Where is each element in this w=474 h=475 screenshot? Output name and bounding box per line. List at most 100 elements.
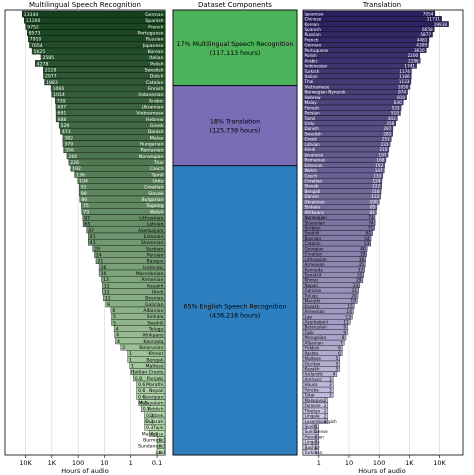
left-category-label: Greek <box>150 123 164 129</box>
left-value-label: 4 <box>116 326 119 332</box>
right-category-label: Urdu <box>305 121 315 126</box>
right-x-axis-label: Hours of audio <box>358 467 405 475</box>
right-value-label: 15 <box>347 304 353 309</box>
right-value-label: 2 <box>324 414 327 419</box>
right-category-label: Polish <box>305 53 317 58</box>
right-value-label: 152 <box>375 163 383 168</box>
right-category-label: Afrikaans <box>305 210 324 215</box>
left-bars: German13344Spanish11100French9752Portugu… <box>22 10 166 456</box>
left-category-label: Macedonian <box>136 271 164 277</box>
left-value-label: 16 <box>101 271 107 277</box>
right-value-label: 6 <box>338 351 341 356</box>
left-category-label: Japanese <box>142 43 164 49</box>
left-category-label: Tajik <box>152 425 163 431</box>
right-category-label: Indonesian <box>305 64 328 69</box>
right-bar <box>302 146 390 153</box>
left-category-label: Hebrew <box>146 117 164 123</box>
right-bar <box>302 52 420 59</box>
left-category-label: Bulgarian <box>142 197 164 203</box>
right-value-label: 13 <box>346 314 352 319</box>
left-value-label: 7910 <box>30 37 42 43</box>
left-category-label: Catalan <box>146 80 164 86</box>
right-category-label: Latvian <box>305 142 321 147</box>
right-category-label: Lithuanian <box>305 257 327 262</box>
right-value-label: 29 <box>356 278 362 283</box>
left-category-label: Slovak <box>148 191 164 197</box>
right-tick-label: 10K <box>433 459 446 467</box>
right-category-label: Lao <box>305 314 313 319</box>
right-value-label: 287 <box>383 126 391 131</box>
left-value-label: 11 <box>105 296 111 302</box>
right-value-label: 3 <box>329 382 332 387</box>
right-category-label: Thai <box>304 79 314 84</box>
left-value-label: 739 <box>57 98 66 104</box>
left-category-label: Welsh <box>150 209 164 215</box>
left-value-label: 47 <box>88 228 94 234</box>
left-value-label: 1 <box>129 357 132 363</box>
right-value-label: 1 <box>315 429 318 434</box>
left-bar <box>35 60 166 67</box>
left-value-label: 0.8 <box>135 376 142 382</box>
right-category-label: Arabic <box>305 58 319 63</box>
left-category-label: Telugu <box>148 326 164 332</box>
right-category-label: Norwegian Nynorsk <box>305 90 347 95</box>
right-category-label: Korean <box>305 22 320 27</box>
right-category-label: Catalan <box>305 241 321 246</box>
left-value-label: 2585 <box>42 55 54 61</box>
right-value-label: 630 <box>394 100 402 105</box>
right-value-label: 39 <box>360 252 366 257</box>
left-value-label: 104 <box>79 178 88 184</box>
left-value-label: 0.1 <box>159 437 166 443</box>
right-value-label: 168 <box>376 158 384 163</box>
right-value-label: 116 <box>372 189 380 194</box>
left-category-label: Yiddish <box>146 407 163 413</box>
right-bar <box>302 73 412 80</box>
left-category-label: Galician <box>145 302 164 308</box>
right-category-label: Mongolian <box>305 335 327 340</box>
right-value-label: 4309 <box>416 43 427 48</box>
right-value-label: 71 <box>368 225 374 230</box>
left-bar <box>22 10 166 18</box>
right-value-label: 61 <box>366 231 372 236</box>
right-value-label: 356 <box>386 121 394 126</box>
left-value-label: 0.1 <box>159 444 166 450</box>
left-tick-label: 10 <box>100 459 108 467</box>
right-value-label: 19 <box>351 299 357 304</box>
left-value-label: 9752 <box>27 24 39 30</box>
left-bar <box>40 53 166 61</box>
right-value-label: 2 <box>324 408 327 413</box>
right-bar <box>302 68 412 74</box>
right-value-label: 4 <box>333 372 336 377</box>
left-value-label: 0.3 <box>146 425 153 431</box>
left-value-label: 5 <box>113 320 116 326</box>
left-category-label: Persian <box>147 252 164 258</box>
right-category-label: Portuguese <box>305 48 329 53</box>
left-category-label: Lithuanian <box>139 215 163 221</box>
right-value-label: 133 <box>373 173 381 178</box>
left-tick-label: 100 <box>72 459 84 467</box>
left-value-label: 67 <box>84 215 90 221</box>
dataset-segment-hours: (438,218 hours) <box>210 312 261 319</box>
left-category-label: Portuguese <box>138 30 164 36</box>
right-category-label: Lingala <box>305 414 321 419</box>
left-value-label: 0.6 <box>138 382 145 388</box>
right-category-label: Sanskrit <box>305 273 322 278</box>
right-value-label: 283 <box>383 131 391 136</box>
right-value-label: 85 <box>370 205 376 210</box>
left-category-label: Dutch <box>150 74 164 80</box>
right-value-label: 1 <box>315 445 318 450</box>
right-value-label: 5 <box>336 361 339 366</box>
right-value-label: 122 <box>372 184 380 189</box>
left-category-label: Armenian <box>141 277 163 283</box>
dataset-segments: 17% Multilingual Speech Recognition (117,… <box>172 9 298 456</box>
right-panel-title: Translation <box>362 1 401 9</box>
right-category-label: Finnish <box>305 105 320 110</box>
left-category-label: Lao <box>155 450 163 456</box>
left-category-label: Marathi <box>146 382 163 388</box>
left-bar <box>27 35 166 43</box>
right-category-label: Turkish <box>304 69 320 74</box>
left-value-label: 73 <box>83 209 89 215</box>
right-value-label: 1 <box>315 434 318 439</box>
right-value-label: 7054 <box>423 11 434 16</box>
